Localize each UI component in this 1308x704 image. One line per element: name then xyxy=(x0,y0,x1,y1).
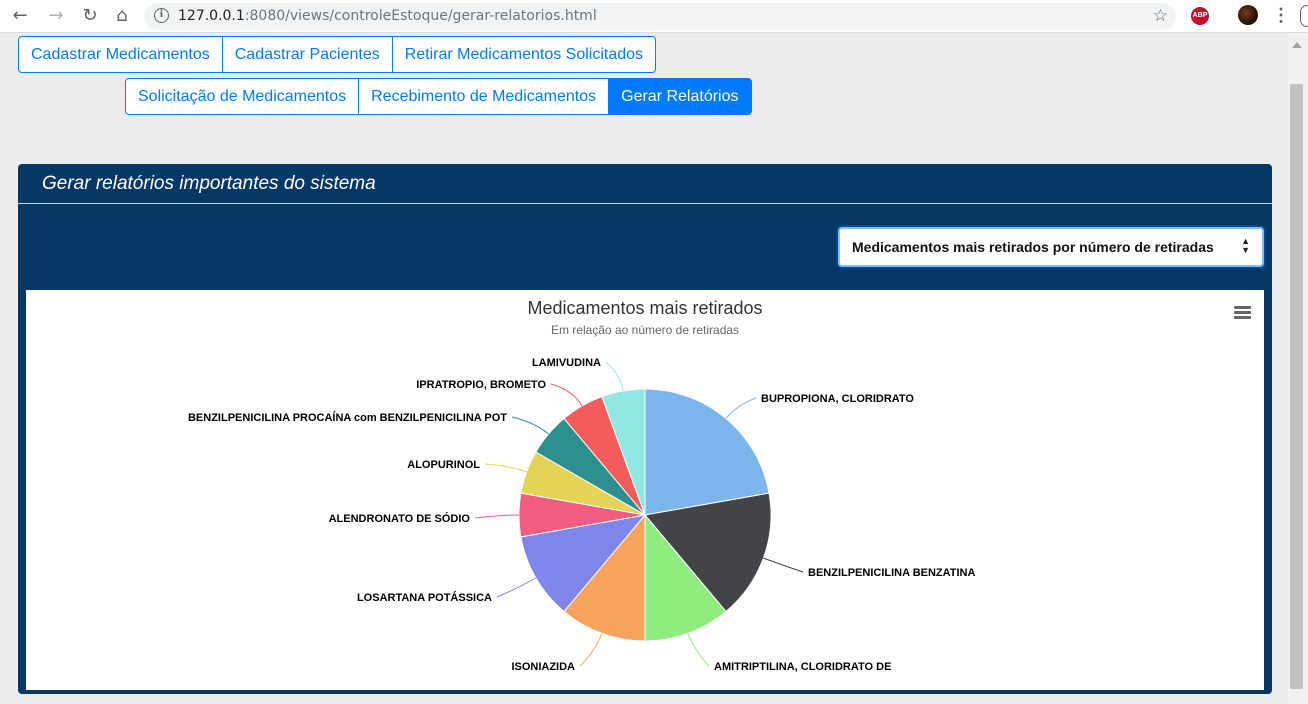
pie-connector xyxy=(687,633,710,667)
bookmark-star-icon[interactable]: ☆ xyxy=(1152,6,1168,26)
pie-slice[interactable] xyxy=(644,492,772,613)
card-header: Gerar relatórios importantes do sistema xyxy=(18,164,1272,204)
pie-slice-label: BENZILPENICILINA BENZATINA xyxy=(808,567,975,579)
browser-menu-icon[interactable]: ⋮ xyxy=(1272,5,1290,25)
pie-connector xyxy=(763,557,804,573)
back-icon[interactable]: ← xyxy=(12,5,28,26)
url-text[interactable]: 127.0.0.1:8080/views/controleEstoque/ger… xyxy=(178,8,597,24)
pie-slice-label: BUPROPIONA, CLORIDRATO xyxy=(761,393,914,405)
address-bar[interactable]: i 127.0.0.1:8080/views/controleEstoque/g… xyxy=(144,3,1176,30)
pie-connector xyxy=(725,397,757,419)
chart-subtitle: Em relação ao número de retiradas xyxy=(551,323,739,337)
pie-slice-label: ALENDRONATO DE SÓDIO xyxy=(329,512,471,525)
info-icon[interactable]: i xyxy=(154,8,169,23)
select-value: Medicamentos mais retirados por número d… xyxy=(852,239,1214,255)
adblock-icon[interactable]: ABP xyxy=(1191,7,1209,25)
pie-connector xyxy=(484,463,527,473)
pie-slice-label: LAMIVUDINA xyxy=(532,357,601,369)
select-arrows-icon: ▲ ▼ xyxy=(1241,236,1250,255)
home-icon[interactable]: ⌂ xyxy=(116,5,128,26)
nav-cadastrar-pacientes-button[interactable]: Cadastrar Pacientes xyxy=(221,36,393,73)
report-type-select[interactable]: Medicamentos mais retirados por número d… xyxy=(838,227,1264,267)
extension-icon[interactable] xyxy=(1300,5,1308,27)
chart-title: Medicamentos mais retirados xyxy=(527,298,762,318)
pie-slice-label: ISONIAZIDA xyxy=(511,661,575,673)
pie-connector xyxy=(579,633,603,667)
scrollbar-thumb[interactable] xyxy=(1290,84,1303,689)
pie-slice-label: ALOPURINOL xyxy=(407,459,480,471)
pie-connector xyxy=(511,416,549,435)
pie-slice-label: IPRATROPIO, BROMETO xyxy=(416,379,546,391)
card-title: Gerar relatórios importantes do sistema xyxy=(42,173,376,194)
pie-connector xyxy=(496,577,537,598)
chart-menu-icon[interactable] xyxy=(1234,306,1251,321)
pie-slice-label: LOSARTANA POTÁSSICA xyxy=(357,591,492,604)
pie-slice-label: BENZILPENICILINA PROCAÍNA com BENZILPENI… xyxy=(188,411,507,424)
browser-toolbar: ← → ↻ ⌂ i 127.0.0.1:8080/views/controleE… xyxy=(0,0,1308,33)
nav-gerar-relatorios-button[interactable]: Gerar Relatórios xyxy=(608,78,752,115)
pie-connector xyxy=(550,383,583,407)
pie-slice-label: AMITRIPTILINA, CLORIDRATO DE xyxy=(714,661,891,673)
nav-cadastrar-medicamentos-button[interactable]: Cadastrar Medicamentos xyxy=(18,36,223,73)
pie-connector xyxy=(474,514,520,519)
scroll-up-icon[interactable] xyxy=(1292,42,1302,48)
pie-slice[interactable] xyxy=(601,388,646,516)
profile-avatar[interactable] xyxy=(1238,5,1258,25)
nav-recebimento-button[interactable]: Recebimento de Medicamentos xyxy=(358,78,610,115)
pie-chart: Medicamentos mais retirados Em relação a… xyxy=(188,298,976,673)
pie-slice[interactable] xyxy=(644,388,770,516)
reload-icon[interactable]: ↻ xyxy=(82,5,98,26)
nav-row-primary: Cadastrar Medicamentos Cadastrar Pacient… xyxy=(18,36,657,73)
nav-retirar-medicamentos-button[interactable]: Retirar Medicamentos Solicitados xyxy=(391,36,657,73)
pie-connector xyxy=(605,361,624,392)
reports-card: Gerar relatórios importantes do sistema … xyxy=(18,164,1272,694)
chart-container: Medicamentos mais retirados Em relação a… xyxy=(26,290,1264,690)
nav-solicitacao-button[interactable]: Solicitação de Medicamentos xyxy=(125,78,360,115)
forward-icon[interactable]: → xyxy=(48,5,64,26)
nav-row-secondary: Solicitação de Medicamentos Recebimento … xyxy=(125,78,752,115)
